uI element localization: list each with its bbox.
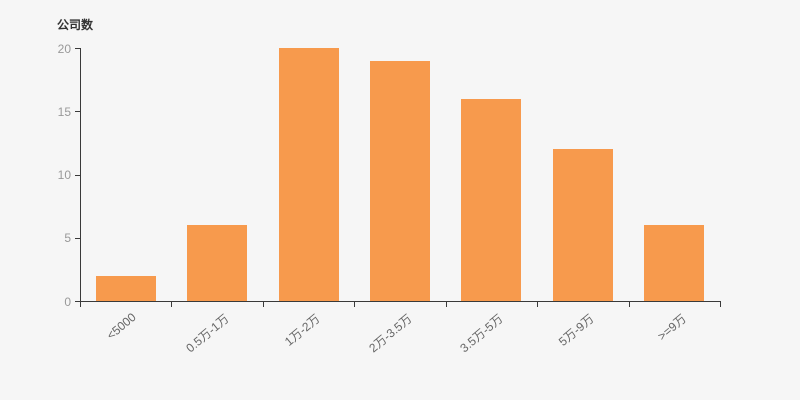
x-axis-label: 3.5万-5万 [457,311,506,356]
x-axis-label: >=9万 [654,311,689,344]
y-axis-tick [75,301,80,302]
chart-title: 公司数 [57,18,94,32]
y-axis-tick-label: 10 [57,168,71,182]
x-axis-label: <5000 [103,310,139,343]
x-axis-tick [720,302,721,307]
bar-1万-2万[interactable] [278,48,339,301]
x-axis-tick [445,302,447,307]
bar-3.5万-5万[interactable] [461,98,522,301]
y-axis-tick-label: 15 [57,104,71,119]
x-axis-line [80,301,721,302]
x-axis-tick [537,302,539,307]
y-axis-tick [75,48,80,49]
y-axis-tick [75,174,80,176]
x-axis-tick [171,302,173,307]
bar-2万-3.5万[interactable] [370,60,430,301]
x-axis-tick [628,302,630,307]
y-axis-tick-label: 20 [57,41,71,56]
bar->=9万[interactable] [644,225,705,301]
x-axis-label: 2万-3.5万 [365,311,415,356]
x-axis-tick [354,302,356,307]
bar-0.5万-1万[interactable] [187,225,248,301]
y-axis-tick-label: 0 [64,294,71,309]
x-axis-label: 0.5万-1万 [183,311,232,356]
x-axis-tick [262,302,264,307]
y-axis-tick [75,237,80,239]
bar-<5000[interactable] [95,275,156,301]
x-axis-label: 5万-9万 [556,311,598,349]
y-axis-tick [75,111,80,113]
x-axis-label: 1万-2万 [282,311,323,349]
bar-5万-9万[interactable] [552,149,613,301]
y-axis-tick-label: 5 [64,231,71,246]
x-axis-tick [80,302,81,307]
y-axis-line [80,48,81,302]
